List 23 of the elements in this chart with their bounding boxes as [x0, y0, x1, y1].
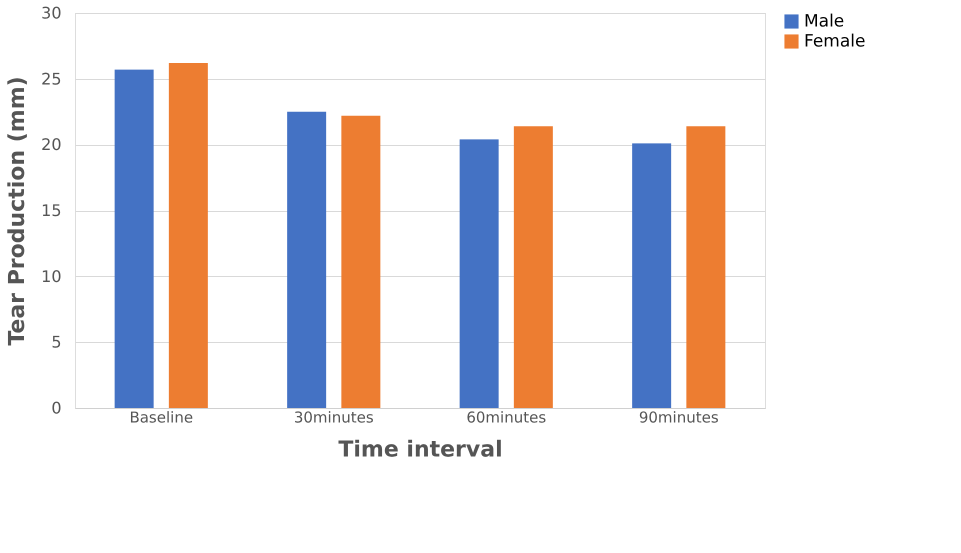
bar [460, 139, 499, 408]
y-tick-label: 0 [51, 398, 62, 418]
bar [168, 63, 208, 408]
bar [341, 116, 380, 408]
y-tick-label: 20 [41, 135, 62, 154]
y-tick-label: 25 [41, 69, 62, 88]
legend-label: Female [804, 32, 866, 52]
x-tick-label: 30minutes [294, 408, 374, 426]
y-tick-label: 10 [41, 266, 62, 286]
bar [686, 126, 726, 408]
legend-label: Male [804, 12, 844, 32]
x-axis-title: Time interval [338, 438, 503, 462]
bar [287, 112, 326, 408]
y-axis-title: Tear Production (mm) [5, 76, 30, 346]
y-tick-label: 30 [41, 4, 62, 22]
x-tick-label: 60minutes [466, 408, 546, 426]
y-tick-label: 15 [41, 201, 62, 220]
bar [632, 143, 672, 408]
bar [514, 126, 553, 408]
y-tick-label: 5 [51, 332, 62, 352]
x-tick-label: Baseline [129, 408, 194, 426]
bar [114, 70, 154, 408]
x-tick-label: 90minutes [638, 408, 719, 426]
